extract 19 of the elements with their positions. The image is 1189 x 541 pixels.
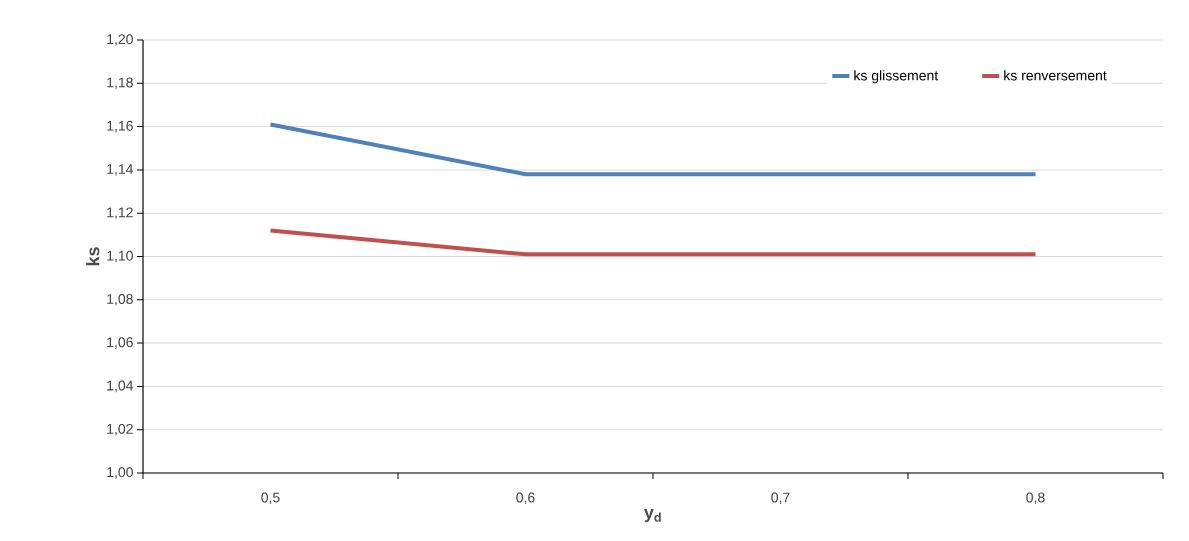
x-tick-label: 0,8 — [1026, 492, 1045, 505]
y-tick-label: 1,02 — [107, 423, 133, 436]
y-tick-label: 1,14 — [107, 164, 134, 176]
y-tick-label: 1,16 — [107, 120, 133, 133]
y-tick-label: 1,12 — [107, 207, 133, 219]
y-axis-title: ks — [86, 247, 100, 266]
y-tick-label: 1,04 — [107, 380, 134, 393]
x-tick-label: 0,6 — [516, 492, 535, 505]
y-tick-label: 1,18 — [107, 77, 133, 90]
y-tick-label: 1,08 — [107, 294, 133, 306]
x-tick-label: 0,7 — [771, 492, 790, 505]
y-tick-label: 1,20 — [107, 34, 133, 46]
y-tick-label: 1,00 — [107, 467, 133, 479]
y-tick-label: 1,06 — [107, 337, 133, 349]
y-tick-label: 1,10 — [107, 250, 133, 263]
legend-label: ks glissement — [854, 70, 939, 84]
legend-label: ks renversement — [1004, 70, 1107, 81]
x-tick-label: 0,5 — [261, 492, 280, 505]
x-axis-title: y$_{d}$ — [644, 508, 661, 523]
